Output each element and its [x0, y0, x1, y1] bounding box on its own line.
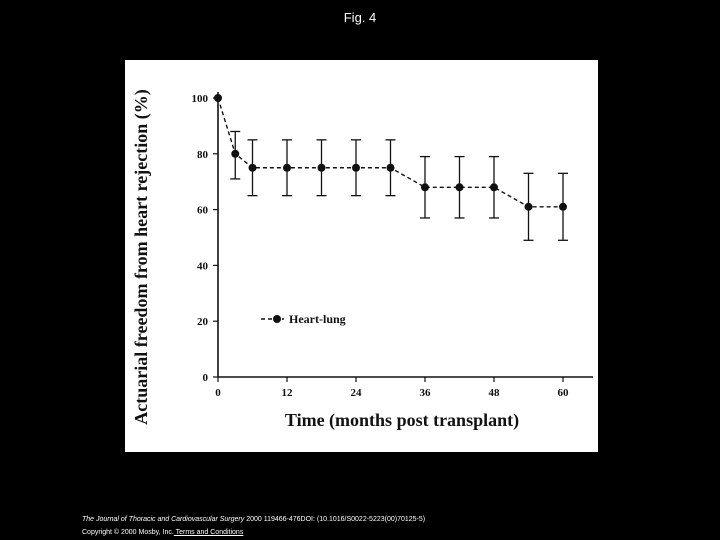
x-tick-label: 12 [282, 387, 294, 399]
copyright-text: Copyright © 2000 Mosby, Inc. [82, 529, 174, 536]
figure-panel: 0 12 24 36 48 60 0 20 40 60 80 100 Time (months pos… [125, 60, 598, 452]
x-tick-label: 48 [489, 387, 501, 399]
journal-name: The Journal of Thoracic and Cardiovascul… [82, 516, 245, 523]
x-axis-title: Time (months post transplant) [285, 410, 519, 431]
citation-details: 2000 119466-476DOI: (10.1016/S0022-5223(… [244, 516, 426, 523]
legend-marker [273, 315, 281, 323]
data-point [317, 163, 326, 172]
slide-title: Fig. 4 [343, 10, 377, 25]
y-axis-title: Actuarial freedom from heart rejection (… [131, 89, 152, 424]
y-tick-label: 80 [197, 149, 209, 161]
series-heart-lung [214, 94, 567, 211]
y-tick-label: 0 [203, 372, 209, 384]
data-point [559, 202, 567, 211]
y-tick-label: 100 [192, 93, 209, 105]
tick-labels: 0 12 24 36 48 60 0 20 40 60 80 100 [192, 93, 570, 399]
data-point [214, 94, 222, 102]
error-bars [230, 130, 568, 241]
survival-chart: 0 12 24 36 48 60 0 20 40 60 80 100 Time (months pos… [131, 89, 593, 431]
data-point [386, 163, 395, 172]
x-tick-label: 24 [351, 387, 363, 399]
x-tick-label: 60 [558, 387, 570, 399]
data-point [524, 202, 533, 211]
terms-link[interactable]: Terms and Conditions [173, 529, 244, 536]
axes [213, 92, 593, 382]
data-point [231, 149, 240, 158]
x-tick-label: 0 [215, 387, 221, 399]
data-point [455, 183, 464, 192]
y-tick-label: 60 [197, 205, 209, 217]
citation-line: The Journal of Thoracic and Cardiovascul… [82, 516, 425, 523]
legend: Heart-lung [261, 312, 346, 326]
data-point [352, 163, 360, 172]
data-point [248, 163, 257, 172]
data-point [283, 163, 291, 172]
y-tick-label: 40 [197, 260, 209, 272]
x-tick-label: 36 [420, 387, 432, 399]
data-point [421, 183, 429, 192]
copyright-line: Copyright © 2000 Mosby, Inc. Terms and C… [82, 529, 243, 536]
data-point [490, 183, 498, 192]
legend-label: Heart-lung [289, 312, 346, 326]
y-tick-label: 20 [197, 316, 209, 328]
